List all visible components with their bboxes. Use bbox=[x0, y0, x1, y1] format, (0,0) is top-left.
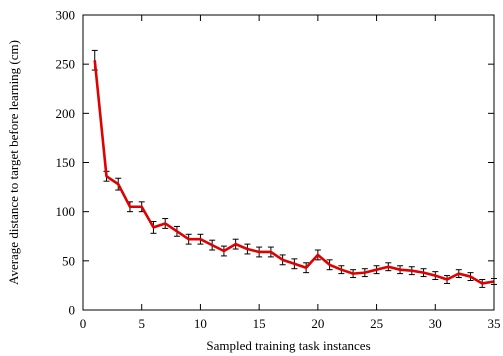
x-tick-label: 10 bbox=[194, 316, 207, 331]
x-tick-label: 15 bbox=[253, 316, 266, 331]
y-tick-label: 250 bbox=[56, 57, 76, 72]
x-tick-label: 25 bbox=[370, 316, 383, 331]
error-bars bbox=[91, 49, 497, 288]
series-line bbox=[93, 60, 495, 285]
y-tick-label: 50 bbox=[62, 253, 75, 268]
x-tick-label: 35 bbox=[488, 316, 501, 331]
y-tick-label: 0 bbox=[69, 303, 76, 318]
y-axis-label: Average distance to target before learni… bbox=[6, 40, 21, 285]
x-tick-label: 30 bbox=[429, 316, 442, 331]
axis-ticks bbox=[82, 14, 495, 311]
y-tick-label: 150 bbox=[56, 155, 76, 170]
tick-labels: 0 5 10 15 20 25 30 35 0 50 100 150 200 250 300 bbox=[56, 8, 501, 332]
x-tick-label: 20 bbox=[311, 316, 324, 331]
y-tick-label: 100 bbox=[56, 204, 76, 219]
y-tick-label: 200 bbox=[56, 106, 76, 121]
y-tick-label: 300 bbox=[56, 8, 76, 23]
x-tick-label: 0 bbox=[80, 316, 87, 331]
plot-frame bbox=[82, 14, 495, 311]
x-axis-label: Sampled training task instances bbox=[206, 338, 370, 353]
x-tick-label: 5 bbox=[138, 316, 145, 331]
